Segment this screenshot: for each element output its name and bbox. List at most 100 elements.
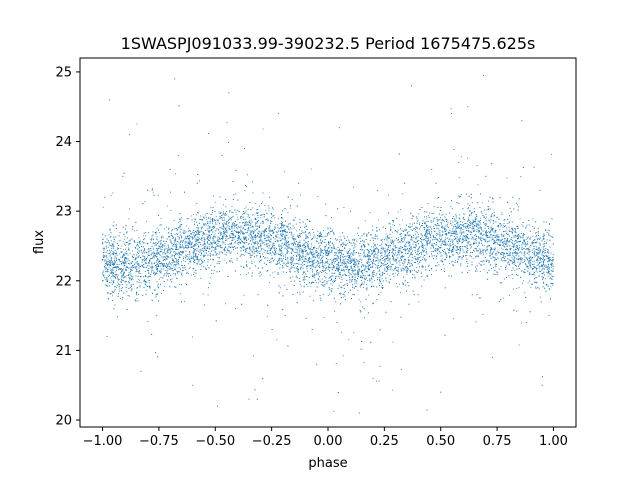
- data-point: [483, 74, 485, 76]
- data-point: [383, 250, 385, 252]
- data-point: [229, 237, 231, 239]
- data-point: [194, 256, 196, 258]
- data-point: [308, 254, 310, 256]
- data-point: [537, 238, 538, 240]
- data-point: [244, 148, 246, 150]
- data-point: [291, 263, 292, 265]
- data-point: [334, 272, 336, 274]
- data-point: [153, 251, 155, 253]
- data-point: [103, 270, 105, 272]
- data-point: [547, 229, 549, 231]
- data-point: [531, 252, 533, 254]
- data-point: [145, 285, 147, 287]
- data-point: [286, 252, 288, 254]
- data-point: [333, 244, 335, 246]
- data-point: [186, 256, 188, 258]
- data-point: [397, 239, 399, 241]
- data-point: [516, 246, 518, 248]
- data-point: [377, 248, 379, 250]
- data-point: [120, 256, 122, 258]
- data-point: [340, 282, 342, 284]
- data-point: [356, 232, 358, 234]
- data-point: [213, 226, 215, 228]
- data-point: [304, 251, 306, 253]
- data-point: [349, 250, 350, 251]
- data-point: [145, 235, 147, 237]
- data-point: [268, 260, 270, 262]
- data-point: [539, 251, 541, 253]
- data-point: [267, 237, 269, 239]
- data-point: [250, 232, 252, 234]
- data-point: [222, 235, 224, 237]
- data-point: [519, 244, 521, 246]
- data-point: [357, 267, 359, 269]
- data-point: [466, 241, 468, 243]
- data-point: [441, 242, 443, 244]
- data-point: [162, 256, 164, 258]
- data-point: [382, 288, 383, 289]
- data-point: [548, 315, 550, 317]
- data-point: [354, 244, 356, 246]
- data-point: [204, 214, 206, 216]
- data-point: [118, 279, 120, 281]
- data-point: [317, 274, 319, 276]
- data-point: [156, 265, 158, 267]
- data-point: [445, 233, 447, 235]
- data-point: [504, 225, 506, 226]
- data-point: [369, 239, 371, 241]
- data-point: [104, 259, 106, 261]
- data-point: [155, 253, 157, 254]
- data-point: [282, 244, 284, 246]
- data-point: [425, 266, 427, 268]
- data-point: [180, 246, 182, 248]
- data-point: [279, 287, 281, 289]
- data-point: [468, 217, 469, 219]
- data-point: [518, 287, 520, 289]
- data-point: [440, 252, 442, 254]
- data-point: [178, 238, 180, 240]
- data-point: [511, 221, 513, 223]
- data-point: [311, 329, 313, 331]
- data-point: [283, 171, 285, 173]
- data-point: [437, 233, 439, 235]
- data-point: [374, 244, 375, 246]
- data-point: [226, 252, 228, 254]
- data-point: [337, 252, 339, 254]
- data-point: [499, 229, 501, 231]
- data-point: [406, 267, 408, 269]
- data-point: [387, 267, 388, 269]
- data-point: [340, 255, 341, 256]
- data-point: [533, 268, 535, 269]
- data-point: [409, 262, 410, 264]
- data-point: [341, 276, 342, 278]
- data-point: [243, 212, 245, 214]
- data-point: [523, 243, 525, 245]
- data-point: [323, 281, 325, 283]
- data-point: [111, 263, 113, 265]
- data-point: [465, 246, 467, 248]
- data-point: [200, 277, 202, 279]
- data-point: [417, 251, 418, 253]
- data-point: [445, 243, 446, 245]
- data-point: [347, 269, 349, 271]
- data-point: [459, 227, 461, 229]
- data-point: [308, 276, 310, 278]
- data-point: [395, 266, 397, 268]
- data-point: [207, 234, 209, 236]
- data-point: [411, 226, 413, 228]
- data-point: [310, 168, 312, 170]
- data-point: [106, 264, 108, 265]
- data-point: [353, 258, 355, 260]
- data-point: [213, 270, 215, 271]
- data-point: [521, 223, 523, 225]
- data-point: [436, 197, 438, 199]
- data-point: [297, 254, 299, 256]
- data-point: [403, 237, 405, 239]
- data-point: [242, 232, 243, 234]
- data-point: [199, 218, 201, 220]
- data-point: [509, 245, 511, 247]
- data-point: [108, 263, 110, 265]
- data-point: [511, 246, 513, 248]
- data-point: [230, 260, 232, 262]
- data-point: [167, 256, 169, 258]
